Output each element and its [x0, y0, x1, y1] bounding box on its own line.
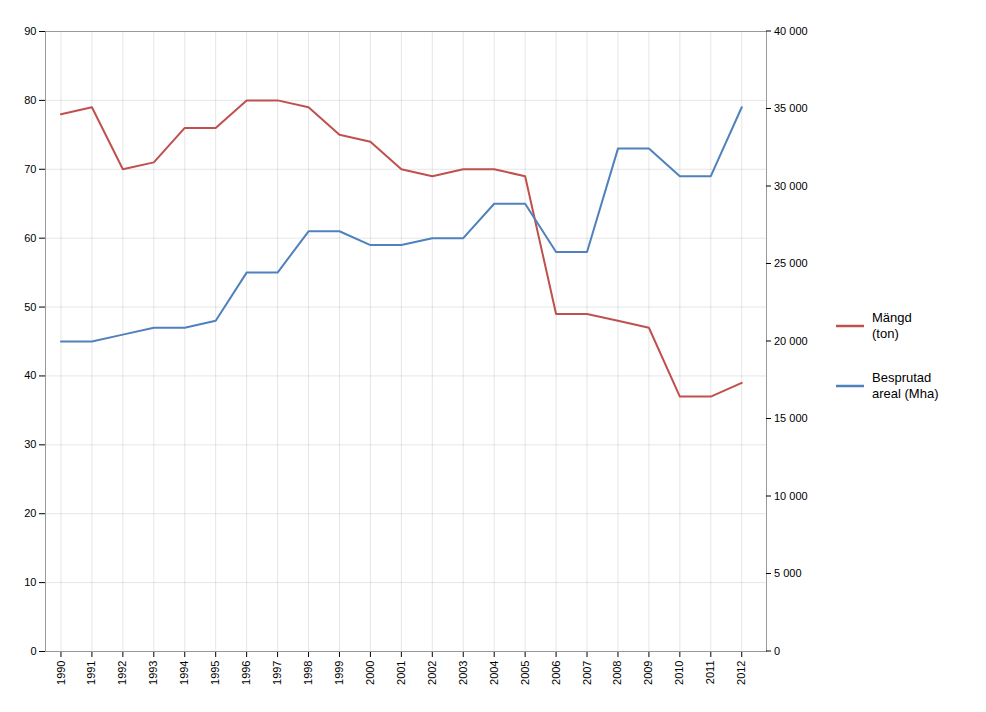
svg-text:1992: 1992 — [116, 661, 128, 685]
html-text:Mängd (ton): Mängd (ton) — [872, 309, 912, 341]
svg-text:5 000: 5 000 — [774, 567, 802, 579]
svg-text:25 000: 25 000 — [774, 257, 808, 269]
svg-text:1999: 1999 — [333, 661, 345, 685]
svg-text:2001: 2001 — [395, 661, 407, 685]
svg-text:50: 50 — [24, 301, 36, 313]
svg-text:2006: 2006 — [550, 661, 562, 685]
svg-text:10 000: 10 000 — [774, 490, 808, 502]
svg-text:2004: 2004 — [488, 661, 500, 685]
svg-text:40: 40 — [24, 369, 36, 381]
svg-text:80: 80 — [24, 94, 36, 106]
svg-text:2009: 2009 — [642, 661, 654, 685]
svg-text:0: 0 — [30, 645, 36, 657]
svg-text:0: 0 — [774, 645, 780, 657]
svg-text:2012: 2012 — [735, 661, 747, 685]
svg-text:2000: 2000 — [364, 661, 376, 685]
svg-text:90: 90 — [24, 25, 36, 37]
svg-text:30: 30 — [24, 438, 36, 450]
svg-text:1993: 1993 — [147, 661, 159, 685]
svg-text:35 000: 35 000 — [774, 102, 808, 114]
svg-text:30 000: 30 000 — [774, 180, 808, 192]
svg-text:1997: 1997 — [271, 661, 283, 685]
svg-text:1998: 1998 — [302, 661, 314, 685]
svg-text:15 000: 15 000 — [774, 412, 808, 424]
svg-text:2008: 2008 — [611, 661, 623, 685]
svg-text:70: 70 — [24, 163, 36, 175]
svg-text:20 000: 20 000 — [774, 335, 808, 347]
svg-text:2010: 2010 — [673, 661, 685, 685]
svg-text:1994: 1994 — [178, 661, 190, 685]
svg-text:1990: 1990 — [54, 661, 66, 685]
svg-text:2002: 2002 — [426, 661, 438, 685]
svg-text:1996: 1996 — [240, 661, 252, 685]
svg-text:2011: 2011 — [704, 661, 716, 685]
svg-text:1995: 1995 — [209, 661, 221, 685]
svg-text:2005: 2005 — [519, 661, 531, 685]
svg-text:60: 60 — [24, 232, 36, 244]
svg-text:10: 10 — [24, 576, 36, 588]
html-text:Besprutad areal (Mha): Besprutad areal (Mha) — [872, 370, 939, 402]
svg-text:20: 20 — [24, 507, 36, 519]
svg-text:2003: 2003 — [457, 661, 469, 685]
svg-text:2007: 2007 — [581, 661, 593, 685]
svg-text:1991: 1991 — [85, 661, 97, 685]
svg-text:40 000: 40 000 — [774, 25, 808, 37]
